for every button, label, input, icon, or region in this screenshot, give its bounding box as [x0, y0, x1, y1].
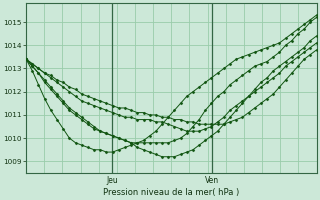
X-axis label: Pression niveau de la mer( hPa ): Pression niveau de la mer( hPa )	[103, 188, 239, 197]
